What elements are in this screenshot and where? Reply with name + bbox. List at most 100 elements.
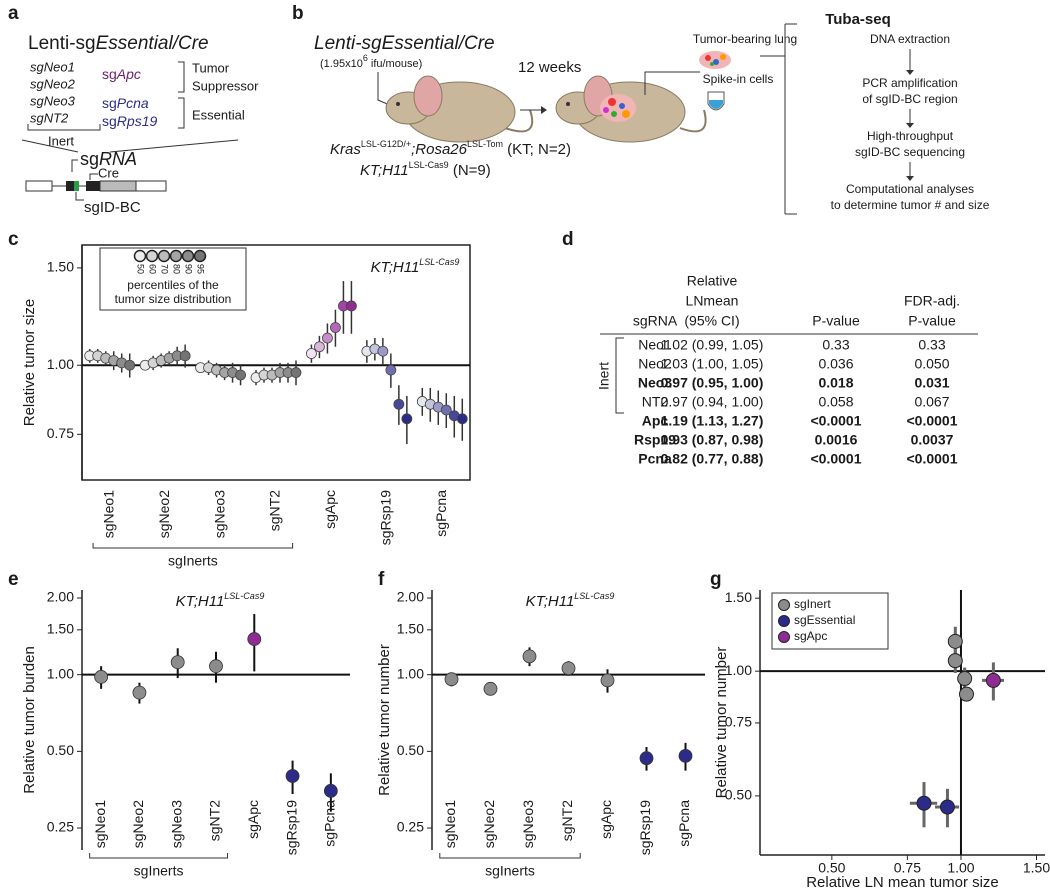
y-tick-label: 2.00 (47, 589, 74, 605)
table-header: Relative (687, 273, 738, 289)
sgrna-label: sgRNA (80, 149, 137, 169)
essential-label: Essential (192, 107, 245, 122)
y-tick-label: 1.00 (47, 665, 74, 681)
guide-prefix: sg (102, 95, 117, 111)
stats-table: sgRNA Relative LNmean (95% CI) P-value FDR-ad… (596, 273, 978, 467)
x-axis-label: Relative LN mean tumor size (806, 874, 999, 891)
inert-guide: sgNeo3 (30, 93, 76, 108)
legend-swatch (145, 249, 159, 263)
table-header: LNmean (686, 293, 739, 309)
dot (522, 649, 537, 664)
panel-label: e (8, 569, 19, 590)
guide-italic: Apc (116, 66, 141, 82)
group-label: sgInerts (485, 863, 535, 879)
legend-box (771, 592, 889, 650)
x-tick-label: sgRsp19 (637, 800, 653, 855)
genotype-note: (KT; N=2) (503, 141, 571, 158)
suppressor-label: Tumor (192, 60, 230, 75)
barcode-box (74, 181, 79, 191)
percentile-dot (440, 404, 452, 416)
percentile-dot (393, 398, 405, 410)
x-tick-label: sgNeo1 (442, 800, 458, 848)
group-bracket (92, 543, 294, 549)
dose-text: (1.95x10 (320, 58, 363, 70)
gene: KT;H11 (360, 162, 409, 179)
workflow-step: PCR amplification (862, 76, 957, 90)
panel-label: g (710, 569, 722, 590)
guide-italic: Pcna (117, 95, 149, 111)
legend-label: sgEssential (794, 613, 855, 627)
percentile-dot (401, 413, 413, 425)
duration: 12 weeks (518, 59, 581, 76)
x-tick-label: sgNeo2 (130, 800, 146, 848)
promoter (86, 181, 100, 191)
legend-label: sgInert (794, 597, 831, 611)
legend-swatch (193, 249, 207, 263)
panel-label: a (8, 3, 19, 24)
inert-guide: sgNeo1 (30, 59, 75, 74)
table-cell: 0.82 (0.77, 0.88) (661, 451, 764, 467)
inert-label: Inert (48, 133, 74, 148)
x-tick-label: sgNeo1 (100, 490, 116, 538)
lung-label: Tumor-bearing lung (693, 32, 797, 46)
ltr (135, 180, 167, 192)
percentile-dot (346, 300, 357, 312)
table-cell: Neo3 (638, 375, 672, 391)
table-cell: Apc (642, 413, 669, 429)
group-label: sgInerts (134, 863, 184, 879)
table-header: P-value (908, 313, 956, 329)
legend-swatch (157, 249, 171, 263)
title-main: KT;H11 (526, 593, 575, 610)
table-cell: Neo2 (638, 356, 672, 372)
percentile-dot (306, 348, 317, 359)
panel-label: c (8, 229, 19, 250)
x-tick-label: 0.50 (818, 860, 845, 876)
genotype: KrasLSL-G12D/+;Rosa26LSL-Tom (KT; N=2) (330, 139, 571, 158)
y-tick-label: 0.25 (47, 819, 74, 835)
method: Tuba-seq (825, 11, 891, 28)
legend-percentile: 50 (136, 264, 146, 274)
table-cell: Rsp19 (634, 432, 676, 448)
inert-guide: sgNeo2 (30, 76, 76, 91)
workflow-step: High-throughput (867, 129, 954, 143)
dose-sup: 6 (363, 53, 368, 63)
legend-caption: percentiles of the (127, 278, 219, 292)
promoter-arrow (71, 159, 78, 172)
vector-italic: Essential/Cre (96, 33, 209, 54)
y-axis-label: Relative tumor number (376, 644, 393, 796)
dot (678, 748, 693, 763)
inert-guide: sgNT2 (30, 110, 69, 125)
y-axis-label: Relative tumor size (21, 299, 38, 427)
guide-italic: Rps19 (117, 113, 158, 129)
table-cell: <0.0001 (907, 413, 958, 429)
arrow-head (906, 70, 914, 75)
table-cell: 0.93 (0.87, 0.98) (661, 432, 764, 448)
x-tick-label: sgPcna (322, 800, 338, 847)
vector-name: Lenti-sgEssential/Cre (28, 33, 209, 54)
table-cell: Pcna (638, 451, 672, 467)
dot (561, 661, 576, 676)
dot (94, 670, 109, 684)
chart-panel: f KT;H11LSL-Cas9 0.25 0.50 1.00 1.50 2.00 Relat… (376, 569, 705, 879)
dot (209, 659, 223, 674)
y-tick-label: 0.25 (397, 819, 424, 835)
x-tick-label: 1.00 (947, 860, 974, 876)
table-cell: 0.018 (818, 375, 853, 391)
percentile-dot (456, 413, 468, 425)
y-tick-label: 1.00 (397, 665, 424, 681)
scatter-point (916, 795, 932, 811)
dot (247, 632, 262, 646)
dot (639, 751, 654, 766)
percentile-dot (314, 341, 325, 353)
y-tick-label: 0.75 (725, 714, 752, 730)
scatter-point (947, 653, 963, 669)
y-tick-label: 0.50 (725, 787, 752, 803)
x-tick-label: sgRsp19 (378, 490, 394, 545)
cre-box (99, 180, 137, 192)
y-tick-label: 1.00 (725, 662, 752, 678)
lung-arrow (644, 71, 700, 95)
barcode-pointer (75, 192, 84, 201)
lung-icon (699, 51, 731, 69)
genotype: KT;H11LSL-Cas9 (N=9) (360, 160, 491, 179)
table-cell: 0.036 (818, 356, 853, 372)
